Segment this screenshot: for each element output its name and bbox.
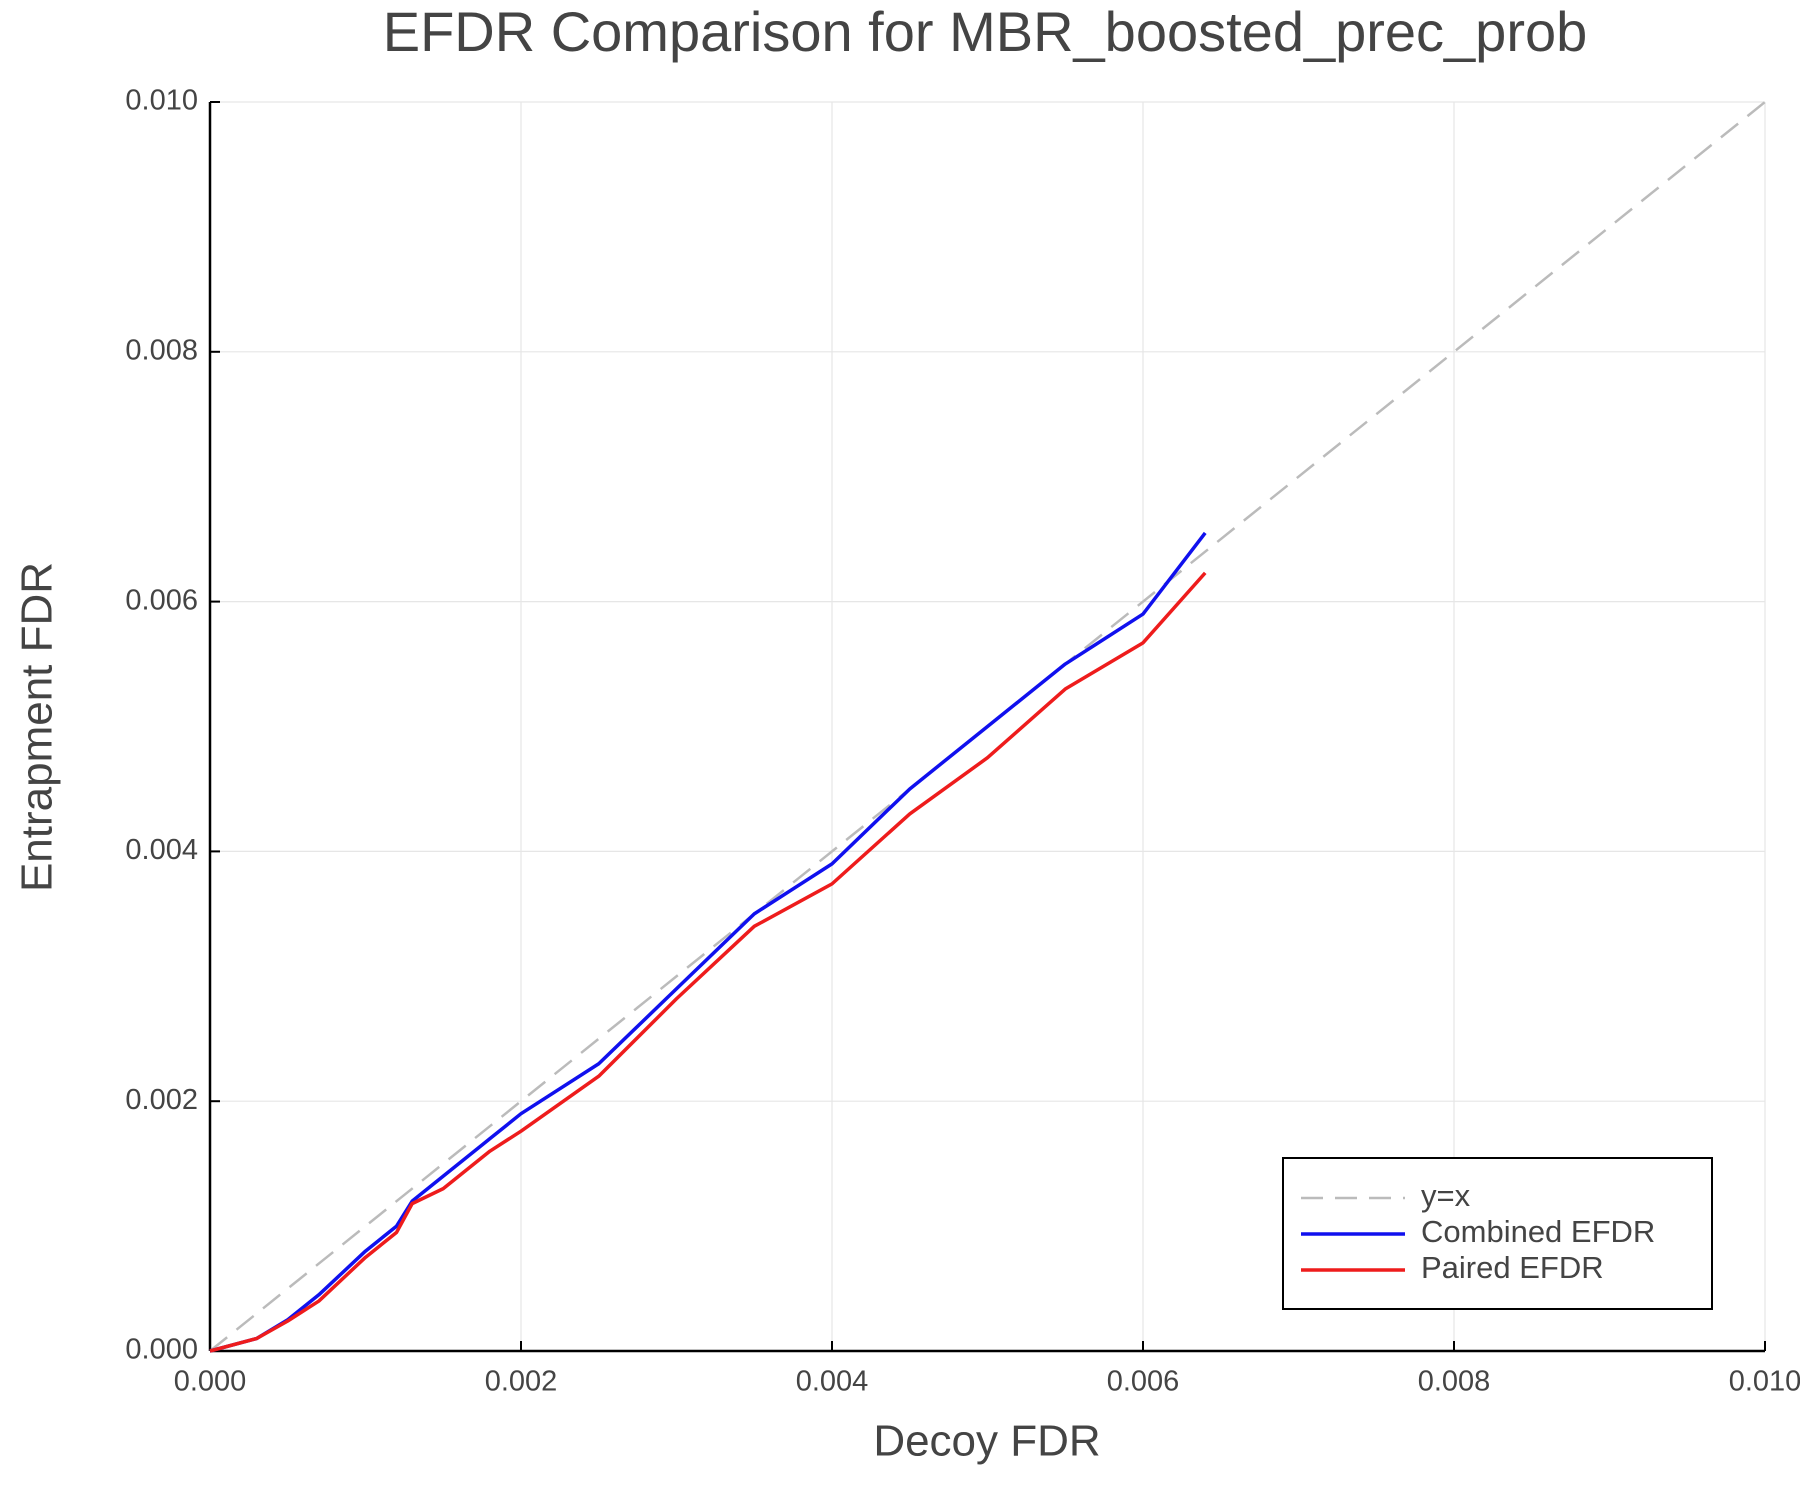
- x-tick-label: 0.006: [1107, 1366, 1180, 1398]
- x-tick-label: 0.010: [1729, 1366, 1800, 1398]
- chart-title: EFDR Comparison for MBR_boosted_prec_pro…: [383, 0, 1588, 63]
- x-tick-label: 0.008: [1418, 1366, 1491, 1398]
- y-tick-label: 0.006: [125, 584, 198, 616]
- x-axis-label: Decoy FDR: [873, 1417, 1100, 1466]
- y-tick-label: 0.004: [125, 834, 198, 866]
- y-tick-label: 0.010: [125, 85, 198, 117]
- y-tick-label: 0.000: [125, 1334, 198, 1366]
- x-tick-label: 0.000: [174, 1366, 247, 1398]
- series-line: [209, 571, 1207, 1353]
- series-line: [209, 531, 1207, 1353]
- y-tick-label: 0.002: [125, 1084, 198, 1116]
- y-tick-label: 0.008: [125, 334, 198, 366]
- x-tick-label: 0.004: [796, 1366, 869, 1398]
- legend-label: y=x: [1421, 1178, 1471, 1213]
- x-tick-label: 0.002: [485, 1366, 558, 1398]
- y-axis-label: Entrapment FDR: [13, 562, 62, 892]
- legend-label: Paired EFDR: [1421, 1250, 1604, 1285]
- legend-label: Combined EFDR: [1421, 1214, 1655, 1249]
